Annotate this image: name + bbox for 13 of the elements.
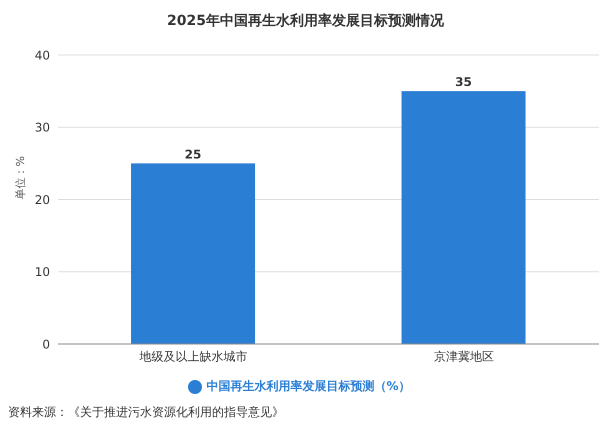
x-tick-label: 京津冀地区: [434, 350, 494, 364]
data-label: 35: [455, 75, 472, 90]
legend-label: 中国再生水利用率发展目标预测（%）: [206, 379, 411, 393]
y-tick-label: 20: [34, 192, 50, 207]
text: 资料来源：《关于推进污水资源化利用的指导意见》: [8, 404, 284, 421]
x-tick-label: 地级及以上缺水城市: [138, 350, 248, 364]
y-tick-label: 30: [34, 120, 50, 135]
y-tick-label: 10: [34, 265, 50, 280]
y-axis-title: 单位：%: [14, 156, 27, 200]
y-tick-label: 40: [34, 48, 50, 62]
data-label: 25: [184, 147, 202, 162]
y-tick-label: 0: [42, 337, 50, 352]
chart-title: 2025年中国再生水利用率发展目标预测情况: [166, 12, 445, 30]
